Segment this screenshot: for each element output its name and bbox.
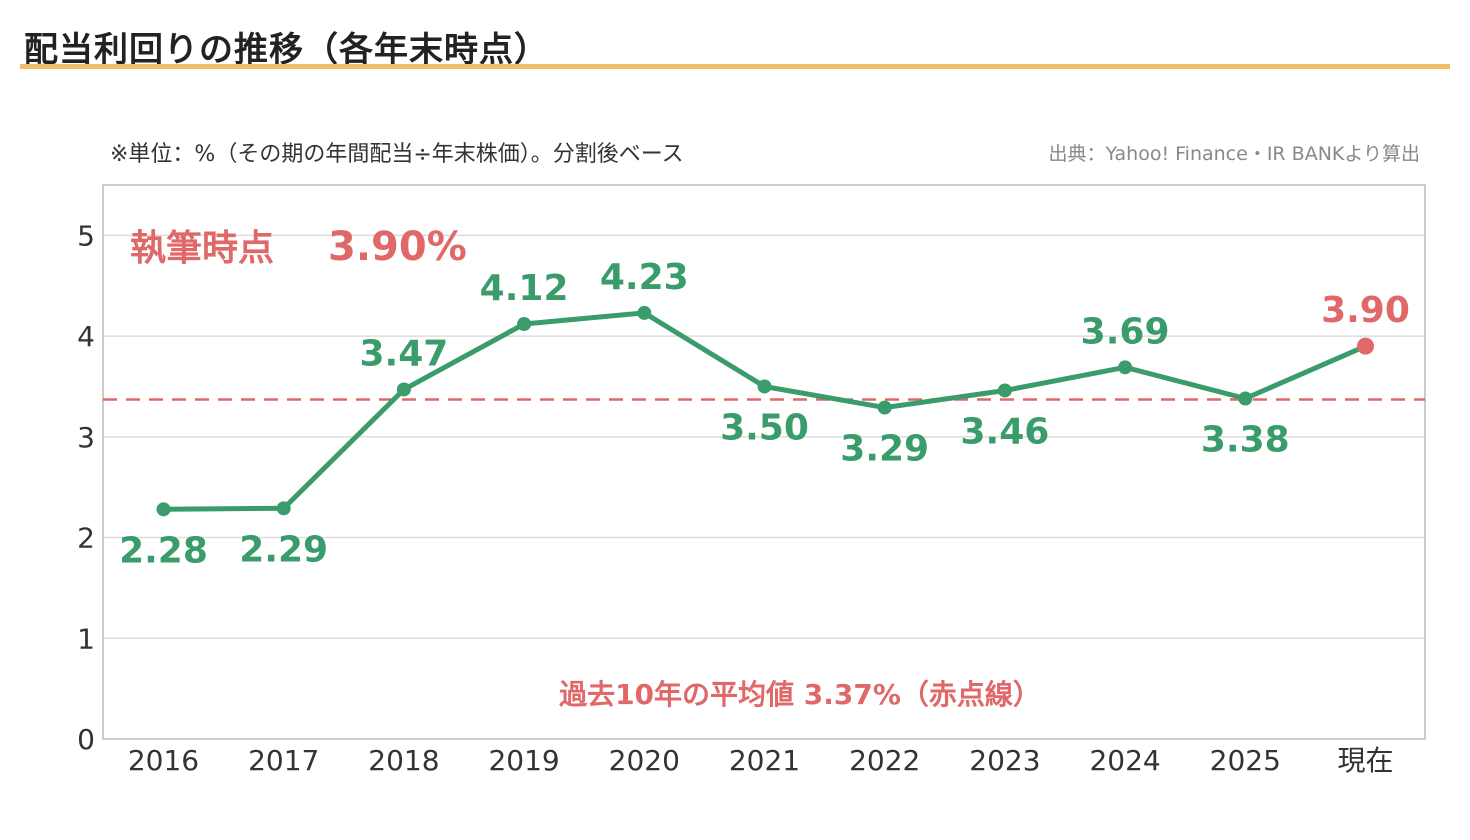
y-axis-ticks: 0 1 2 3 4 5 [77,219,95,756]
data-point [877,400,892,415]
data-label: 3.69 [1081,311,1170,352]
y-tick-label: 4 [77,320,95,353]
data-point [997,383,1012,398]
data-label: 3.90 [1321,290,1410,331]
average-label: 過去10年の平均値 3.37%（赤点線） [559,678,1041,711]
x-tick-label: 2023 [969,744,1040,777]
data-point [1118,360,1133,375]
data-point [156,502,171,517]
title-underline [20,64,1450,69]
callout-label: 執筆時点 [130,228,274,269]
data-point [637,305,652,320]
y-tick-label: 2 [77,522,95,555]
data-point [1238,391,1253,406]
plot-frame [102,184,1426,740]
x-tick-label: 2020 [609,744,680,777]
x-tick-label: 2024 [1089,744,1160,777]
x-tick-label: 2021 [729,744,800,777]
x-tick-label: 2016 [128,744,199,777]
x-tick-label: 2018 [368,744,439,777]
y-tick-label: 1 [77,622,95,655]
y-tick-label: 5 [77,219,95,252]
page-title: 配当利回りの推移（各年末時点） [24,30,549,70]
data-label: 2.28 [119,530,208,571]
data-label: 4.12 [480,268,569,309]
data-point [396,382,411,397]
y-tick-label: 0 [77,723,95,756]
data-label: 3.46 [960,411,1049,452]
source-note: 出典：Yahoo! Finance・IR BANKより算出 [1048,143,1420,165]
x-tick-label: 現在 [1337,744,1393,777]
data-label: 3.29 [840,429,929,470]
data-point [276,501,291,516]
x-tick-label: 2017 [248,744,319,777]
data-label: 2.29 [239,529,328,570]
x-tick-label: 2019 [488,744,559,777]
x-tick-label: 2025 [1210,744,1281,777]
data-label: 3.38 [1201,420,1290,461]
x-tick-label: 2022 [849,744,920,777]
y-tick-label: 3 [77,421,95,454]
data-point [1357,337,1374,355]
data-label: 3.50 [720,407,809,448]
data-point [517,317,532,332]
data-label: 3.47 [359,333,448,374]
gridlines [103,234,1425,740]
callout-value: 3.90% [328,224,467,270]
data-labels: 2.28 2.29 3.47 4.12 4.23 3.50 3.29 3.46 3.69 3.38… [119,257,1410,571]
data-points [156,305,1374,517]
data-label: 4.23 [600,257,689,298]
x-axis-ticks: 2016 2017 2018 2019 2020 2021 2022 2023 2024 2025… [128,744,1394,777]
unit-note: ※単位：%（その期の年間配当÷年末株価）。分割後ベース [110,142,684,167]
data-point [757,379,772,394]
